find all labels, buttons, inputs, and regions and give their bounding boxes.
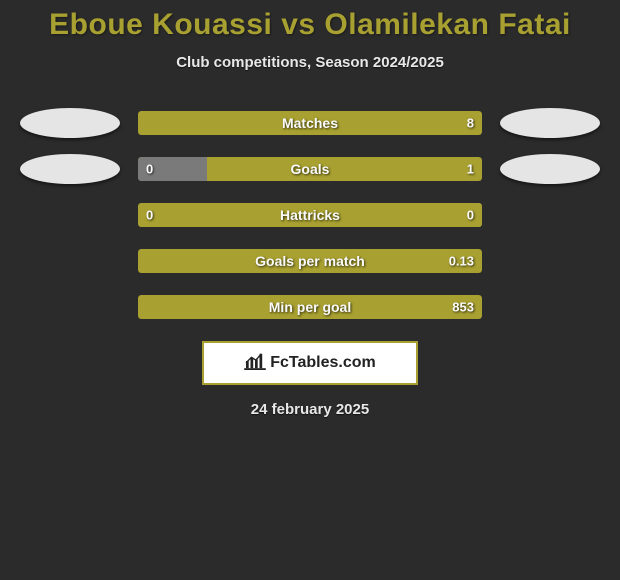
- page-subtitle: Club competitions, Season 2024/2025: [0, 54, 620, 71]
- comparison-panel: Eboue Kouassi vs Olamilekan Fatai Club c…: [0, 0, 620, 418]
- player-right-marker: [500, 154, 600, 184]
- player-right-marker: [500, 108, 600, 138]
- stat-label: Min per goal: [269, 299, 351, 315]
- stat-bar: Goals 0 1: [138, 157, 482, 181]
- stat-left-value: 0: [146, 162, 153, 177]
- stat-label: Hattricks: [280, 207, 340, 223]
- stat-right-value: 1: [467, 162, 474, 177]
- stat-bar: Hattricks 0 0: [138, 203, 482, 227]
- stat-row: Goals per match 0.13: [0, 249, 620, 273]
- page-title: Eboue Kouassi vs Olamilekan Fatai: [0, 8, 620, 42]
- snapshot-date: 24 february 2025: [0, 401, 620, 418]
- stat-right-value: 0.13: [449, 254, 474, 269]
- stat-rows: Matches 8 Goals 0 1 Hattricks 0 0 Goals per matc…: [0, 111, 620, 319]
- stat-right-value: 0: [467, 208, 474, 223]
- stat-row: Hattricks 0 0: [0, 203, 620, 227]
- stat-right-value: 853: [452, 300, 474, 315]
- stat-bar: Min per goal 853: [138, 295, 482, 319]
- stat-label: Goals per match: [255, 253, 365, 269]
- stat-label: Goals: [291, 161, 330, 177]
- stat-right-value: 8: [467, 116, 474, 131]
- stat-row: Matches 8: [0, 111, 620, 135]
- stat-row: Goals 0 1: [0, 157, 620, 181]
- stat-label: Matches: [282, 115, 338, 131]
- player-left-marker: [20, 154, 120, 184]
- chart-icon: [244, 352, 266, 375]
- brand-text: FcTables.com: [270, 354, 376, 372]
- stat-left-value: 0: [146, 208, 153, 223]
- stat-bar: Goals per match 0.13: [138, 249, 482, 273]
- stat-row: Min per goal 853: [0, 295, 620, 319]
- player-left-marker: [20, 108, 120, 138]
- stat-bar: Matches 8: [138, 111, 482, 135]
- brand-box[interactable]: FcTables.com: [202, 341, 418, 385]
